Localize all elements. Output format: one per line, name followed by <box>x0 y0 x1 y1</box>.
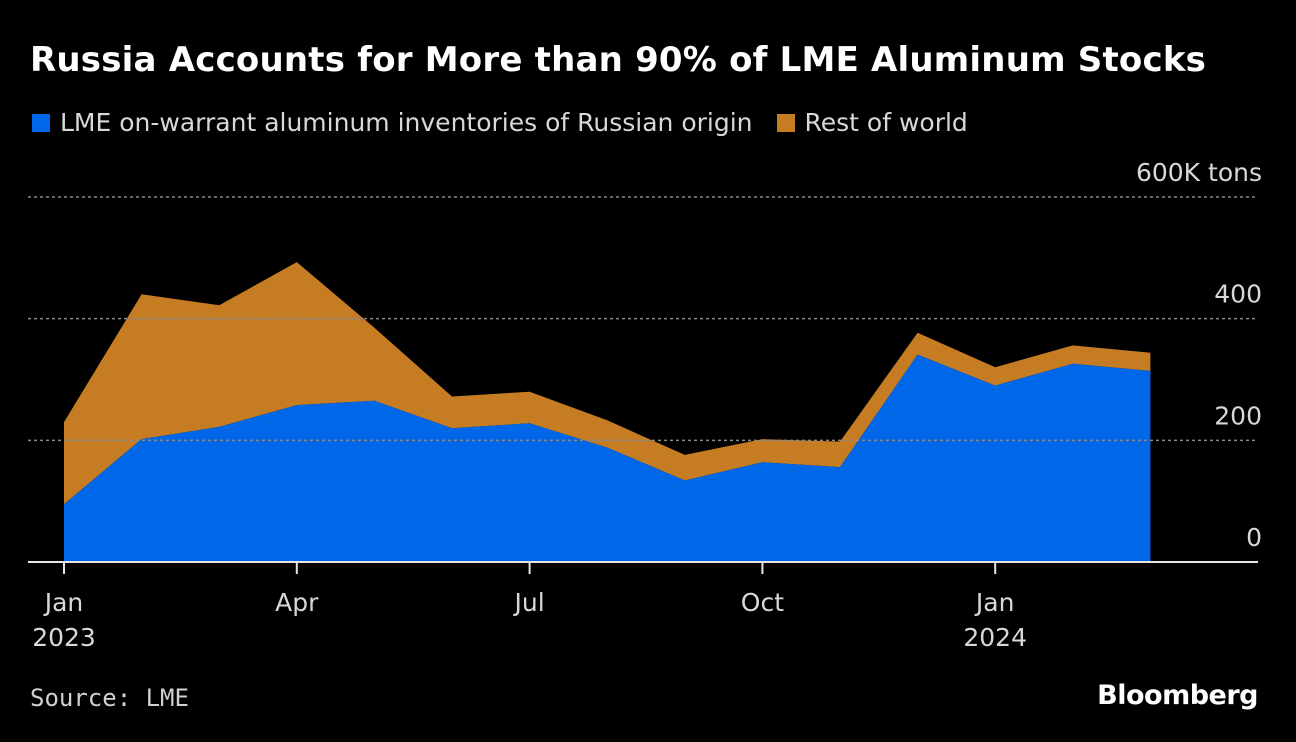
source-note: Source: LME <box>30 684 189 712</box>
legend-item-russia: LME on-warrant aluminum inventories of R… <box>32 108 753 137</box>
y-tick-label-200: 200 <box>1214 401 1262 430</box>
area-series-russian-origin <box>64 354 1151 562</box>
x-tick-label-oct-3: Oct <box>741 588 784 617</box>
legend-swatch-rest-of-world <box>776 113 795 132</box>
legend-label-russia: LME on-warrant aluminum inventories of R… <box>60 108 753 137</box>
y-tick-label-600: 600K tons <box>1136 158 1262 187</box>
legend: LME on-warrant aluminum inventories of R… <box>32 108 992 137</box>
x-tick-sublabel-2023: 2023 <box>32 623 96 652</box>
bloomberg-logo: Bloomberg <box>1097 680 1258 711</box>
x-tick-label-apr-1: Apr <box>275 588 319 617</box>
y-tick-label-400: 400 <box>1214 280 1262 309</box>
y-tick-label-0: 0 <box>1246 523 1262 552</box>
legend-item-rest-of-world: Rest of world <box>776 108 968 137</box>
legend-swatch-russia <box>32 113 50 132</box>
x-tick-label-jan-4: Jan <box>974 588 1015 617</box>
chart-title: Russia Accounts for More than 90% of LME… <box>30 40 1207 80</box>
x-tick-sublabel-2024: 2024 <box>963 623 1027 652</box>
legend-label-rest-of-world: Rest of world <box>804 108 968 137</box>
x-tick-label-jan-0: Jan <box>43 588 84 617</box>
area-series-rest-of-world <box>64 262 1151 505</box>
x-tick-label-jul-2: Jul <box>513 588 545 617</box>
